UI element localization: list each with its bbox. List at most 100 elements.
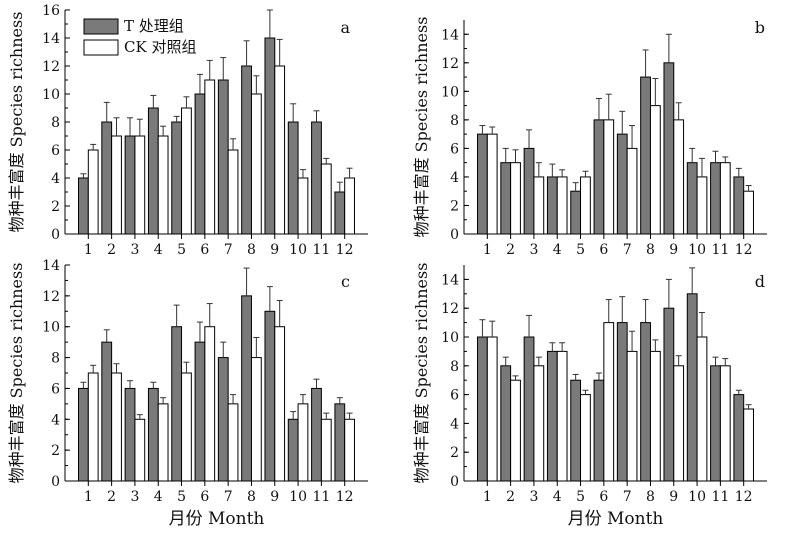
bar (87, 372, 99, 482)
bar (510, 162, 521, 235)
y-tick-label: 8 (450, 113, 459, 129)
bar (673, 365, 685, 482)
bar (344, 177, 355, 235)
bar (570, 190, 582, 235)
bar (287, 121, 299, 235)
bar (274, 326, 286, 482)
x-tick-label: 4 (154, 489, 163, 505)
bar (134, 418, 146, 482)
bar (124, 135, 136, 235)
y-tick-label: 0 (450, 227, 459, 243)
bar (649, 105, 661, 235)
x-tick-label: 2 (107, 489, 116, 505)
bar (78, 387, 89, 482)
y-tick-label: 6 (450, 141, 459, 157)
panel-label: c (341, 272, 350, 291)
bar (733, 394, 745, 482)
x-tick-label: 11 (312, 242, 330, 258)
bar (626, 350, 638, 482)
y-tick-label: 12 (42, 289, 60, 305)
bar (626, 147, 638, 235)
bar (696, 176, 708, 235)
x-tick-label: 10 (289, 242, 307, 258)
x-tick-label: 8 (646, 242, 655, 258)
bar (78, 177, 89, 235)
x-tick-label: 9 (669, 489, 678, 505)
bar (533, 176, 545, 235)
bar (616, 322, 628, 482)
panel-label: d (755, 272, 765, 291)
x-tick-label: 5 (177, 242, 186, 258)
bar (157, 135, 169, 235)
bar (344, 418, 355, 482)
bar (546, 350, 558, 482)
bar (171, 121, 183, 235)
x-tick-label: 12 (735, 489, 753, 505)
bar (719, 162, 731, 235)
y-tick-label: 0 (51, 227, 60, 243)
x-tick-label: 8 (247, 242, 256, 258)
x-tick-label: 7 (224, 489, 233, 505)
bar (147, 387, 159, 482)
y-tick-label: 10 (441, 330, 459, 346)
bar (311, 387, 322, 482)
bar (264, 310, 276, 482)
panel-label: b (755, 18, 765, 37)
bar (546, 176, 558, 235)
x-tick-label: 1 (483, 242, 492, 258)
y-tick-label: 0 (51, 474, 60, 490)
bar (696, 336, 708, 482)
bar (181, 372, 192, 482)
legend-label-t: T 处理组 (124, 17, 184, 35)
bar (287, 418, 299, 482)
x-tick-label: 9 (669, 242, 678, 258)
legend-label-ck: CK 对照组 (124, 38, 196, 56)
bar (194, 93, 206, 235)
bar (486, 336, 498, 482)
x-tick-label: 1 (84, 489, 93, 505)
x-tick-label: 11 (711, 489, 729, 505)
bar (111, 135, 122, 235)
y-axis-label: 物种丰富度 Species richness (412, 263, 431, 484)
y-tick-label: 2 (450, 198, 459, 214)
x-axis-label: 月份 Month (568, 509, 664, 529)
x-tick-label: 2 (506, 489, 515, 505)
bar (217, 79, 229, 235)
bar (523, 336, 535, 482)
bar (320, 418, 332, 482)
x-tick-label: 6 (200, 489, 209, 505)
y-tick-label: 2 (51, 199, 60, 215)
x-tick-label: 9 (270, 489, 279, 505)
bar (147, 107, 159, 235)
bar (593, 379, 605, 482)
bar (101, 121, 113, 235)
bar (297, 177, 309, 235)
y-tick-label: 8 (51, 115, 60, 131)
y-tick-label: 8 (450, 359, 459, 375)
y-tick-label: 10 (441, 84, 459, 100)
bar (297, 403, 309, 482)
x-tick-label: 12 (336, 242, 354, 258)
bar (87, 149, 99, 235)
bar (663, 307, 675, 482)
y-tick-label: 12 (441, 301, 459, 317)
bar (603, 322, 615, 482)
x-tick-label: 6 (599, 242, 608, 258)
x-tick-label: 10 (688, 242, 706, 258)
bar (124, 387, 136, 482)
bar (743, 190, 754, 235)
y-tick-label: 14 (42, 31, 60, 47)
y-tick-label: 0 (450, 474, 459, 490)
bar (556, 176, 568, 235)
legend: T 处理组 CK 对照组 (83, 17, 196, 56)
bar (640, 76, 651, 235)
bar (500, 365, 512, 482)
x-tick-label: 2 (506, 242, 515, 258)
y-tick-label: 4 (51, 171, 60, 187)
y-tick-label: 6 (450, 388, 459, 404)
x-tick-label: 4 (553, 242, 562, 258)
bar (477, 336, 488, 482)
